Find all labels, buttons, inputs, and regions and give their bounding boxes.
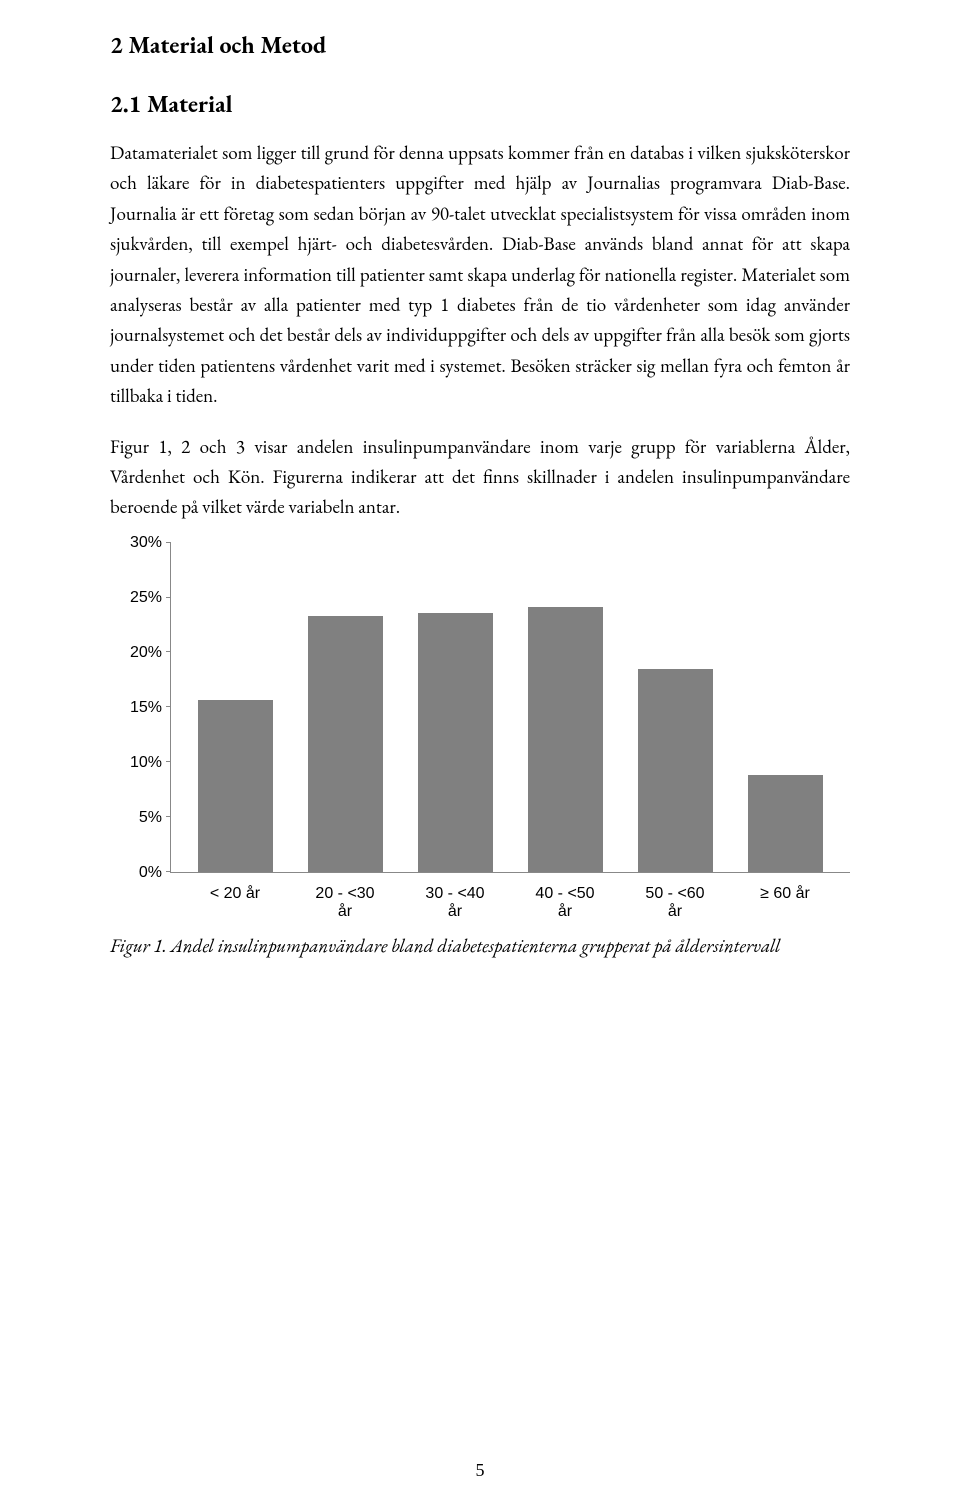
caption-text: Andel insulinpumpanvändare bland diabete… — [167, 933, 781, 958]
y-tick-mark — [166, 761, 171, 762]
bar-chart: 0%5%10%15%20%25%30% < 20 år20 - <30 år30… — [120, 543, 850, 913]
bar — [638, 669, 713, 872]
y-tick-mark — [166, 651, 171, 652]
bar — [198, 700, 273, 872]
y-tick-mark — [166, 542, 171, 543]
paragraph-2: Figur 1, 2 och 3 visar andelen insulinpu… — [110, 432, 850, 523]
y-tick-mark — [166, 597, 171, 598]
figure-caption: Figur 1. Andel insulinpumpanvändare blan… — [110, 933, 850, 958]
caption-lead: Figur 1. — [110, 933, 167, 958]
y-tick-label: 30% — [130, 534, 162, 552]
y-tick-label: 15% — [130, 699, 162, 717]
x-tick-label: < 20 år — [198, 877, 273, 913]
y-tick-label: 25% — [130, 589, 162, 607]
page-number: 5 — [0, 1460, 960, 1481]
bar — [418, 613, 493, 872]
y-tick-mark — [166, 706, 171, 707]
paragraph-1: Datamaterialet som ligger till grund för… — [110, 138, 850, 412]
heading-2: 2.1 Material — [110, 89, 850, 120]
y-tick-label: 20% — [130, 644, 162, 662]
plot-area — [170, 543, 850, 873]
x-tick-label: 40 - <50 år — [528, 877, 603, 913]
heading-1: 2 Material och Metod — [110, 30, 850, 61]
y-axis: 0%5%10%15%20%25%30% — [120, 543, 170, 873]
bar — [528, 607, 603, 871]
bars-container — [171, 543, 850, 872]
y-tick-label: 5% — [139, 809, 162, 827]
y-tick-mark — [166, 816, 171, 817]
y-tick-label: 0% — [139, 864, 162, 882]
x-tick-label: 50 - <60 år — [638, 877, 713, 913]
document-page: 2 Material och Metod 2.1 Material Datama… — [0, 0, 960, 1505]
y-tick-mark — [166, 871, 171, 872]
bar — [748, 775, 823, 872]
y-tick-label: 10% — [130, 754, 162, 772]
figure-1-chart: 0%5%10%15%20%25%30% < 20 år20 - <30 år30… — [110, 543, 850, 913]
x-axis-labels: < 20 år 20 - <30 år 30 - <40 år 40 - <50 år… — [170, 877, 850, 913]
x-tick-label: 20 - <30 år — [308, 877, 383, 913]
bar — [308, 616, 383, 872]
x-tick-label: ≥ 60 år — [748, 877, 823, 913]
x-tick-label: 30 - <40 år — [418, 877, 493, 913]
